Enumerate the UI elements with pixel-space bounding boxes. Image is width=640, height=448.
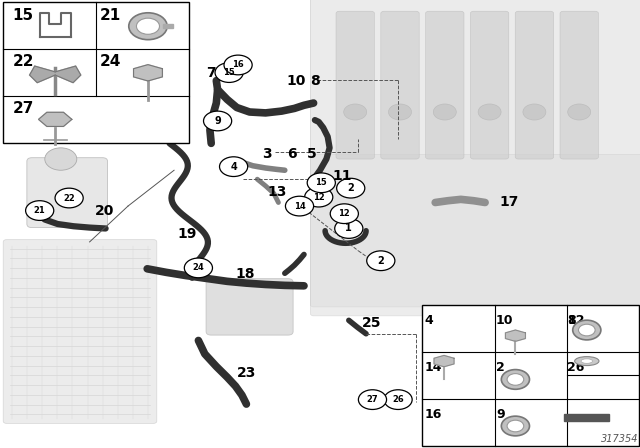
Text: 15: 15 (13, 8, 34, 23)
Circle shape (568, 104, 591, 120)
FancyBboxPatch shape (336, 11, 374, 159)
Text: 27: 27 (367, 395, 378, 404)
Text: 4: 4 (424, 314, 433, 327)
Text: 8: 8 (310, 73, 320, 88)
Bar (422, 305, 639, 446)
Circle shape (285, 196, 314, 216)
Circle shape (579, 324, 595, 336)
Circle shape (307, 173, 335, 193)
Circle shape (129, 13, 167, 40)
Text: 3: 3 (262, 146, 272, 161)
Circle shape (523, 104, 546, 120)
Bar (3, 2, 189, 143)
FancyBboxPatch shape (560, 11, 598, 159)
Text: 2: 2 (348, 183, 354, 193)
Text: 14: 14 (424, 361, 442, 374)
Ellipse shape (581, 359, 593, 363)
Text: 20: 20 (95, 203, 114, 218)
Text: 16: 16 (232, 60, 244, 69)
Text: 24: 24 (100, 55, 121, 69)
Polygon shape (29, 66, 55, 82)
Text: 16: 16 (424, 408, 442, 421)
Circle shape (507, 374, 524, 385)
Text: 24: 24 (193, 263, 204, 272)
Text: 18: 18 (236, 267, 255, 281)
Text: 9: 9 (496, 408, 504, 421)
Text: 2: 2 (496, 361, 505, 374)
Circle shape (224, 55, 252, 75)
Polygon shape (38, 112, 72, 126)
FancyBboxPatch shape (3, 240, 157, 423)
Text: 25: 25 (362, 316, 381, 331)
Text: 317354: 317354 (601, 434, 639, 444)
Text: 27: 27 (13, 101, 34, 116)
Circle shape (330, 204, 358, 224)
Circle shape (501, 416, 529, 436)
FancyBboxPatch shape (206, 279, 293, 335)
Circle shape (215, 63, 243, 82)
Polygon shape (506, 330, 525, 341)
FancyBboxPatch shape (27, 158, 108, 228)
Circle shape (45, 148, 77, 170)
Text: 15: 15 (223, 68, 235, 77)
Text: 12: 12 (313, 193, 324, 202)
Text: 22: 22 (63, 194, 75, 202)
Text: 17: 17 (499, 195, 518, 210)
Circle shape (358, 390, 387, 409)
Text: 26: 26 (567, 361, 585, 374)
Polygon shape (55, 66, 81, 82)
Circle shape (26, 201, 54, 220)
Polygon shape (564, 414, 609, 421)
FancyBboxPatch shape (515, 11, 554, 159)
Circle shape (204, 111, 232, 131)
Ellipse shape (575, 357, 599, 366)
Text: 12: 12 (567, 314, 585, 327)
Circle shape (478, 104, 501, 120)
FancyBboxPatch shape (426, 11, 464, 159)
Circle shape (136, 18, 159, 34)
Polygon shape (163, 24, 173, 28)
Circle shape (573, 320, 601, 340)
Circle shape (305, 187, 333, 207)
Text: 12: 12 (339, 209, 350, 218)
Text: 6: 6 (287, 146, 296, 161)
Text: 15: 15 (316, 178, 327, 187)
Circle shape (55, 188, 83, 208)
Text: 1: 1 (346, 224, 352, 233)
Circle shape (367, 251, 395, 271)
Circle shape (335, 219, 363, 238)
Text: 23: 23 (237, 366, 256, 380)
Text: 7: 7 (206, 65, 216, 80)
FancyBboxPatch shape (470, 11, 509, 159)
Text: 2: 2 (378, 256, 384, 266)
Text: 4: 4 (230, 162, 237, 172)
Circle shape (433, 104, 456, 120)
Circle shape (184, 258, 212, 278)
Circle shape (501, 370, 529, 389)
Text: 11: 11 (333, 168, 352, 183)
Text: 10: 10 (287, 73, 306, 88)
Circle shape (344, 104, 367, 120)
Text: 13: 13 (268, 185, 287, 199)
Text: 22: 22 (13, 55, 35, 69)
Circle shape (384, 390, 412, 409)
Circle shape (337, 178, 365, 198)
FancyBboxPatch shape (310, 0, 640, 307)
FancyBboxPatch shape (310, 155, 640, 316)
Text: 5: 5 (307, 146, 317, 161)
Circle shape (220, 157, 248, 177)
Text: 8: 8 (567, 314, 576, 327)
FancyBboxPatch shape (381, 11, 419, 159)
Text: 21: 21 (34, 206, 45, 215)
Polygon shape (134, 65, 163, 81)
Text: 10: 10 (496, 314, 513, 327)
Polygon shape (434, 355, 454, 367)
Text: 26: 26 (392, 395, 404, 404)
Text: 9: 9 (214, 116, 221, 126)
Text: 14: 14 (294, 202, 305, 211)
Circle shape (507, 420, 524, 432)
Text: 19: 19 (178, 227, 197, 241)
Text: 21: 21 (100, 8, 121, 23)
Circle shape (388, 104, 412, 120)
